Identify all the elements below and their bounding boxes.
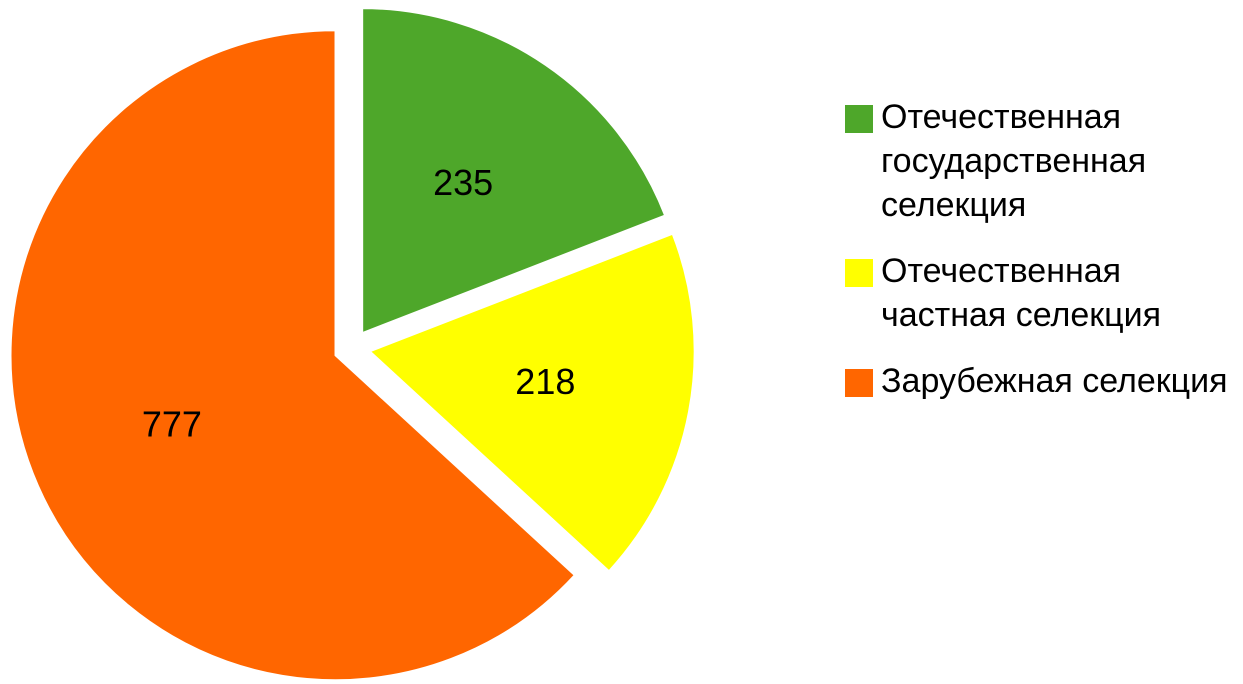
legend-label: Отечественная частная селекция (881, 252, 1162, 334)
pie-slice (9, 29, 577, 682)
legend-swatch (845, 105, 873, 133)
legend-item: Зарубежная селекция (845, 359, 1243, 403)
legend-swatch (845, 369, 873, 397)
legend-item: Отечественная частная селекция (845, 249, 1243, 337)
legend-swatch (845, 259, 873, 287)
legend-item: Отечественная государственная селекция (845, 95, 1243, 227)
data-label: 235 (433, 162, 493, 203)
pie-slice (361, 7, 667, 335)
pie-slice (367, 232, 696, 573)
legend: Отечественная государственная селекция От… (845, 95, 1243, 425)
data-label: 218 (515, 361, 575, 402)
pie: 235 218 777 (9, 7, 696, 682)
data-label: 777 (142, 404, 202, 445)
legend-label: Зарубежная селекция (881, 362, 1228, 400)
legend-label: Отечественная государственная селекция (881, 98, 1147, 224)
